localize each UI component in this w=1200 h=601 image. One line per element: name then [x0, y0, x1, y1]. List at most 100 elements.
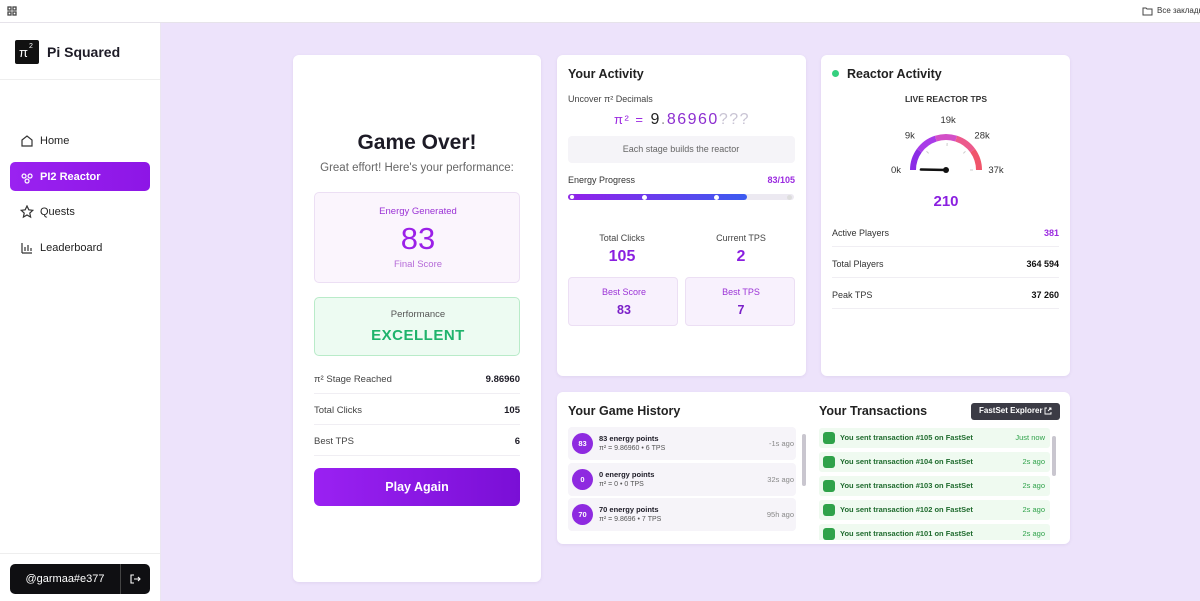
- button-label: Play Again: [385, 480, 449, 494]
- gauge-arc: [955, 135, 976, 153]
- transaction-item[interactable]: You sent transaction #103 on FastSet 2s a…: [819, 476, 1050, 496]
- best-label: Best Score: [601, 287, 647, 297]
- transaction-item[interactable]: You sent transaction #101 on FastSet 2s a…: [819, 524, 1050, 540]
- history-card: Your Game History Your Transactions Fast…: [557, 392, 1070, 544]
- card-title: Reactor Activity: [847, 67, 942, 81]
- transaction-item[interactable]: You sent transaction #102 on FastSet 2s a…: [819, 500, 1050, 520]
- card-title: Your Game History: [568, 404, 681, 418]
- row-value: 9.86960: [485, 374, 520, 385]
- progress-total: 105: [779, 175, 795, 185]
- scrollbar[interactable]: [802, 434, 806, 486]
- nav-item[interactable]: Quests: [10, 197, 150, 226]
- progress-track: [568, 194, 794, 200]
- apps-icon[interactable]: [7, 6, 17, 16]
- stage-dot: [787, 195, 792, 200]
- tx-icon: [823, 528, 835, 540]
- tx-time: 2s ago: [1022, 529, 1045, 538]
- play-again-button[interactable]: Play Again: [314, 468, 520, 506]
- logo[interactable]: π 2: [15, 40, 39, 64]
- tx-text: You sent transaction #104 on FastSet: [840, 457, 973, 466]
- history-item[interactable]: 70 70 energy points π² = 9.8696 • 7 TPS 95h…: [568, 498, 796, 531]
- button-label: FastSet Explorer: [979, 406, 1043, 415]
- logout-icon[interactable]: [130, 574, 141, 584]
- stat-value: 105: [608, 248, 636, 265]
- gauge-tick-label: 9k: [905, 130, 915, 141]
- subtitle: Great effort! Here's your performance:: [320, 162, 514, 174]
- item-detail: π² = 9.86960 • 6 TPS: [599, 445, 666, 452]
- best-value: 83: [617, 303, 631, 317]
- scrollbar[interactable]: [1052, 436, 1056, 476]
- tx-text: You sent transaction #105 on FastSet: [840, 433, 973, 442]
- game-over-card: Game Over! Great effort! Here's your per…: [293, 55, 541, 582]
- nav-icon: [20, 205, 34, 219]
- energy-label: Energy Generated: [379, 206, 457, 217]
- nav-item[interactable]: Home: [10, 126, 150, 155]
- tx-time: Just now: [1015, 433, 1045, 442]
- item-detail: π² = 0 • 0 TPS: [599, 480, 644, 488]
- gauge: 0k 9k 19k 28k 37k: [891, 115, 1004, 176]
- progress-label: Energy Progress: [568, 175, 636, 185]
- reactor-card: Reactor Activity LIVE REACTOR TPS 0k 9k 19…: [821, 55, 1070, 376]
- explorer-button[interactable]: FastSet Explorer: [971, 403, 1060, 420]
- row-divider: [832, 308, 1059, 309]
- brand: Pi Squared: [47, 44, 121, 60]
- nav-item[interactable]: PI2 Reactor: [10, 161, 150, 191]
- transaction-item[interactable]: You sent transaction #105 on FastSet Just…: [819, 428, 1050, 448]
- history-item[interactable]: 83 83 energy points π² = 9.86960 • 6 TPS -1…: [568, 427, 796, 460]
- gauge-tick-label: 28k: [974, 130, 990, 141]
- nav-label: PI2 Reactor: [40, 170, 101, 183]
- gauge-tick: [962, 150, 966, 154]
- nav-label: Home: [40, 135, 70, 147]
- performance-value: EXCELLENT: [371, 327, 465, 344]
- row-value: 381: [1043, 228, 1059, 238]
- gauge-arc: [934, 134, 958, 142]
- progress-value: 83/105: [767, 176, 795, 185]
- logo-symbol: π: [19, 45, 28, 60]
- sidebar: π 2 Pi Squared Home PI2 Reactor Quests Lead…: [0, 23, 161, 601]
- pi-int: 9: [650, 111, 661, 128]
- pi-prefix: π² =: [613, 112, 645, 127]
- card-title: Your Activity: [568, 67, 644, 81]
- row-value: 105: [504, 405, 520, 416]
- bookmarks[interactable]: Все закладки: [1157, 6, 1200, 15]
- row-value: 364 594: [1026, 259, 1059, 269]
- nav-icon: [21, 135, 33, 147]
- history-list: 83 83 energy points π² = 9.86960 • 6 TPS -1…: [568, 427, 809, 534]
- row-divider: [314, 393, 520, 394]
- item-title: 83 energy points: [599, 434, 659, 443]
- nav-label: Quests: [40, 206, 75, 218]
- performance-label: Performance: [390, 309, 446, 320]
- tx-text: You sent transaction #101 on FastSet: [840, 529, 973, 538]
- badge: 83: [572, 433, 593, 454]
- row-label: Total Players: [832, 259, 884, 269]
- best-value: 7: [737, 303, 745, 317]
- gauge-arc: [916, 135, 937, 153]
- badge: 0: [572, 468, 593, 490]
- card-title: Your Transactions: [819, 404, 928, 418]
- nav-label: Leaderboard: [40, 241, 103, 254]
- pi-digits: 86960: [666, 111, 719, 128]
- gauge-value: 210: [933, 193, 959, 210]
- gauge-arc: [910, 148, 922, 171]
- tx-text: You sent transaction #102 on FastSet: [840, 505, 973, 514]
- username[interactable]: @garmaa#e377: [25, 573, 105, 585]
- item-time: 95h ago: [766, 510, 794, 519]
- title: Game Over!: [357, 131, 477, 154]
- history-item[interactable]: 0 0 energy points π² = 0 • 0 TPS 32s ago: [568, 462, 796, 496]
- stage-dot: [642, 195, 647, 200]
- best-label: Best TPS: [722, 287, 760, 297]
- nav-item[interactable]: Leaderboard: [10, 233, 150, 262]
- progress-separator: /: [777, 175, 780, 185]
- activity-card: Your Activity Uncover π² Decimals π² = 9…: [557, 55, 806, 376]
- logo-sup: 2: [29, 43, 33, 50]
- pi-dot: .: [660, 111, 667, 128]
- divider: [120, 564, 121, 594]
- transaction-item[interactable]: You sent transaction #104 on FastSet 2s a…: [819, 452, 1050, 472]
- external-icon: [1044, 407, 1052, 415]
- tx-icon: [823, 456, 835, 468]
- folder-icon: [1142, 7, 1153, 16]
- transaction-list: You sent transaction #105 on FastSet Just…: [819, 428, 1059, 540]
- pi-hidden: ???: [718, 111, 751, 128]
- energy-box: Energy Generated 83 Final Score: [314, 192, 520, 283]
